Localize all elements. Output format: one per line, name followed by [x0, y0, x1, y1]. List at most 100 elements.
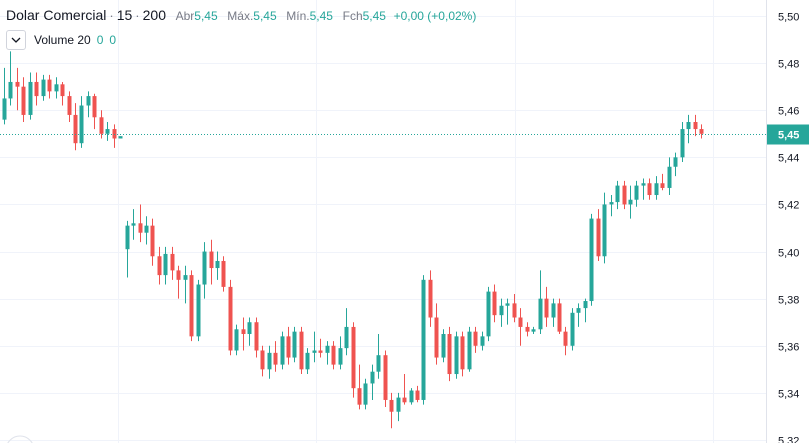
candle	[118, 136, 123, 139]
candle	[312, 331, 317, 363]
candle-body	[615, 185, 620, 203]
candle-body	[460, 336, 465, 370]
candle-body	[551, 303, 556, 318]
candle-body	[557, 303, 562, 332]
candle-body	[441, 334, 446, 358]
candle	[99, 110, 104, 139]
candle-body	[512, 303, 517, 318]
candle	[105, 122, 110, 141]
candle	[480, 331, 485, 351]
candle-body	[570, 312, 575, 346]
high-value: 5,45	[253, 9, 277, 23]
data-source: 200	[142, 7, 166, 23]
candle-body	[680, 129, 685, 158]
price-axis[interactable]: 5,50 5,48 5,46 5,44 5,42 5,40 5,38 5,36 5,34 5,32…	[5, 0, 809, 448]
candle-body	[518, 317, 523, 327]
candle-body	[112, 129, 117, 139]
candle	[680, 122, 685, 163]
candle-body	[396, 397, 401, 412]
candle-body	[383, 355, 388, 400]
candle	[273, 341, 278, 372]
candle	[131, 209, 136, 240]
candle-body	[92, 96, 97, 118]
symbol-name[interactable]: Dolar Comercial	[6, 7, 107, 23]
candle	[634, 180, 639, 207]
candle-body	[376, 355, 381, 372]
candle	[183, 265, 188, 304]
candle	[628, 185, 633, 219]
candle	[363, 378, 368, 410]
candle	[396, 392, 401, 422]
scroll-handle[interactable]	[5, 435, 35, 448]
candle	[357, 364, 362, 410]
candle-body	[267, 352, 272, 370]
candle	[473, 326, 478, 353]
candle	[557, 298, 562, 334]
candle	[602, 192, 607, 264]
candle-body	[454, 336, 459, 375]
candle	[247, 317, 252, 346]
candle-body	[273, 352, 278, 365]
candle-body	[596, 218, 601, 257]
candle-body	[79, 105, 84, 144]
candle	[667, 157, 672, 196]
candle-body	[228, 286, 233, 351]
close-label: Fch	[342, 9, 363, 23]
candle-body	[170, 253, 175, 271]
candle	[73, 103, 78, 151]
candle	[344, 308, 349, 356]
candle-body	[196, 284, 201, 337]
candle	[2, 67, 7, 125]
candle-body	[67, 96, 72, 115]
last-price-label: 5,45	[778, 130, 799, 142]
candle	[338, 336, 343, 370]
last-price-tag	[767, 124, 809, 145]
candle-body	[686, 122, 691, 130]
candle-body	[415, 390, 420, 400]
candle-body	[292, 331, 297, 358]
candle-body	[176, 270, 181, 280]
candle-body	[538, 298, 543, 330]
open-label: Abr	[175, 9, 195, 23]
candle	[415, 385, 420, 403]
collapse-toggle-button[interactable]	[6, 30, 26, 50]
candle-body	[73, 114, 78, 144]
candle	[254, 317, 259, 358]
candle	[531, 326, 536, 334]
candle	[551, 298, 556, 327]
candle	[421, 275, 426, 405]
candle	[21, 77, 26, 122]
candle-body	[34, 81, 39, 97]
candle-body	[525, 326, 530, 332]
candle	[79, 96, 84, 148]
candle-body	[447, 334, 452, 375]
candle	[189, 270, 194, 342]
candle-body	[467, 331, 472, 370]
candle-body	[370, 371, 375, 384]
candle	[144, 216, 149, 245]
candle	[112, 124, 117, 148]
candle	[318, 338, 323, 358]
candle	[525, 322, 530, 337]
volume-value-1: 0	[96, 33, 104, 47]
y-tick-label: 5,38	[778, 295, 799, 307]
interval[interactable]: 15	[116, 7, 133, 23]
candle	[596, 209, 601, 261]
open-value: 5,45	[194, 9, 218, 23]
candle-body	[47, 79, 52, 92]
candle	[86, 91, 91, 118]
y-tick-label: 5,46	[778, 106, 799, 118]
candle-body	[563, 331, 568, 346]
candle	[434, 303, 439, 365]
candle	[28, 72, 33, 120]
candle-body	[312, 350, 317, 353]
candle-body	[318, 350, 323, 353]
volume-label[interactable]: Volume 20	[34, 33, 91, 47]
candle	[428, 270, 433, 327]
candle-body	[41, 79, 46, 97]
candle	[609, 195, 614, 217]
low-label: Mín.	[286, 9, 310, 23]
candle-body	[125, 225, 130, 250]
